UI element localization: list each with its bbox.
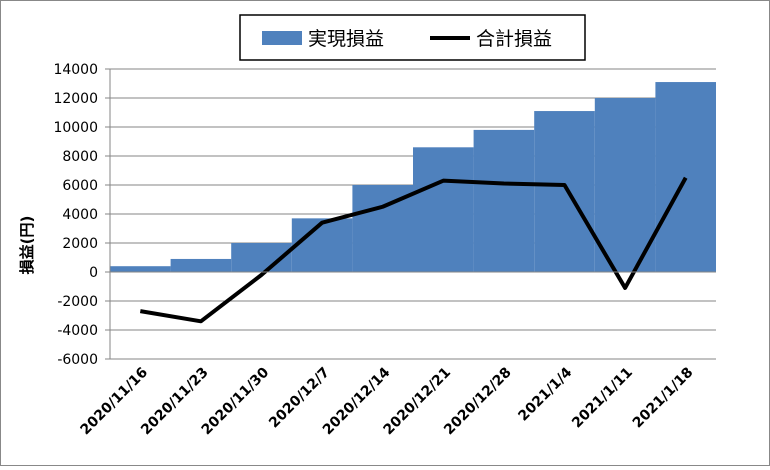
bar <box>291 218 353 272</box>
y-tick-label: 0 <box>89 265 98 281</box>
legend-label: 実現損益 <box>308 28 384 50</box>
y-tick-label: 4000 <box>62 207 98 223</box>
y-tick-label: 8000 <box>62 149 98 165</box>
y-tick-label: 6000 <box>62 178 98 194</box>
legend: 実現損益 合計損益 <box>239 14 586 61</box>
y-tick-label: -2000 <box>57 294 98 310</box>
bar <box>534 111 595 272</box>
bar <box>170 258 232 272</box>
y-tick-label: 2000 <box>62 236 98 252</box>
bar <box>594 98 656 272</box>
y-tick-label: -4000 <box>57 323 98 339</box>
line <box>139 176 688 324</box>
y-tick-label: -6000 <box>57 352 98 368</box>
legend-label: 合計損益 <box>476 28 552 50</box>
bar <box>655 82 716 272</box>
legend-swatch <box>262 31 302 45</box>
y-tick-label: 14000 <box>53 62 98 78</box>
bar <box>473 129 535 272</box>
y-axis-label: 損益(円) <box>18 216 36 275</box>
bar <box>110 266 171 272</box>
y-tick-label: 10000 <box>53 120 98 136</box>
y-tick-label: 12000 <box>53 91 98 107</box>
bar <box>413 147 474 272</box>
